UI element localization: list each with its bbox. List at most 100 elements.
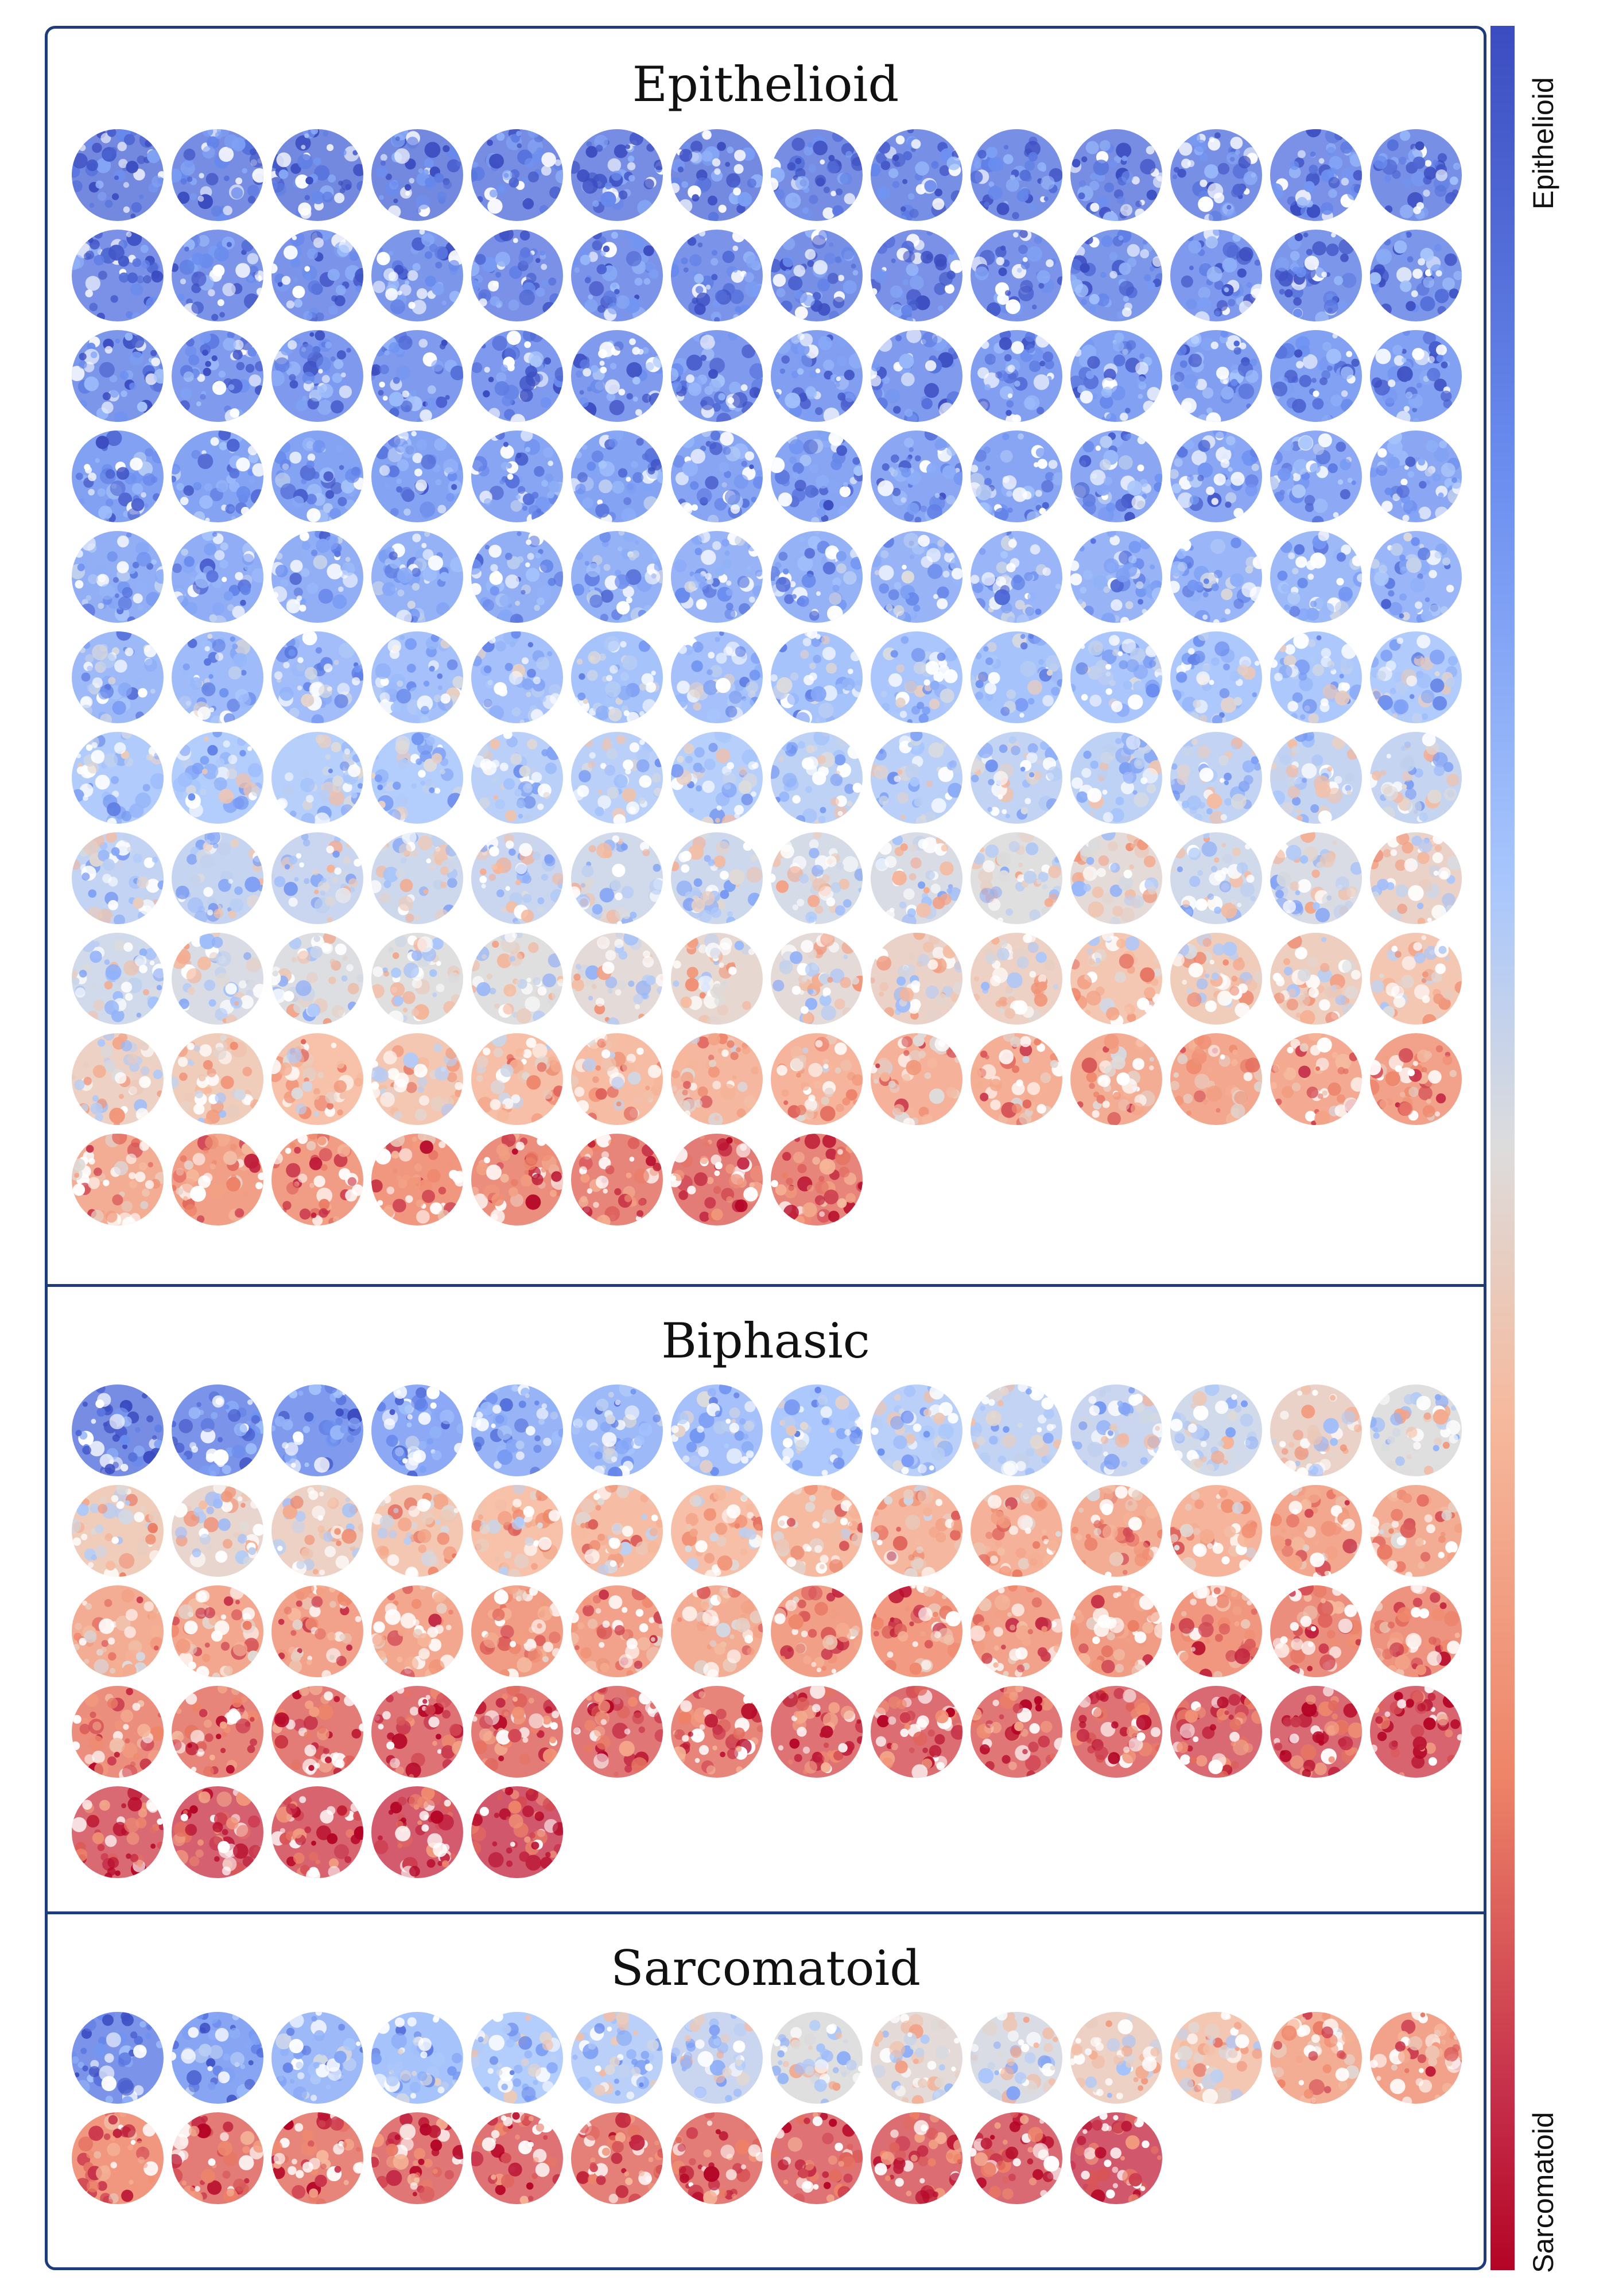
tissue-core-0-1-10 bbox=[1070, 230, 1162, 321]
tissue-core-2-0-3 bbox=[371, 2012, 463, 2104]
tissue-core-2-1-9 bbox=[971, 2112, 1062, 2204]
tissue-core-0-6-4 bbox=[471, 732, 563, 824]
tissue-core-0-7-7 bbox=[771, 832, 863, 924]
tissue-core-0-2-7 bbox=[771, 330, 863, 422]
tissue-core-0-6-10 bbox=[1070, 732, 1162, 824]
tissue-core-0-7-10 bbox=[1070, 832, 1162, 924]
tissue-core-1-0-7 bbox=[771, 1384, 863, 1476]
tissue-core-0-9-1 bbox=[172, 1033, 263, 1125]
tissue-core-fill bbox=[471, 933, 563, 1025]
tissue-core-0-1-13 bbox=[1370, 230, 1462, 321]
tissue-core-0-7-3 bbox=[371, 832, 463, 924]
tissue-core-0-1-0 bbox=[72, 230, 164, 321]
tissue-core-1-2-12 bbox=[1270, 1585, 1362, 1677]
tissue-core-2-0-0 bbox=[72, 2012, 164, 2104]
tissue-core-0-6-2 bbox=[271, 732, 363, 824]
tissue-core-1-3-5 bbox=[571, 1686, 663, 1778]
tissue-core-2-0-13 bbox=[1370, 2012, 1462, 2104]
panel-title-epithelioid: Epithelioid bbox=[632, 56, 899, 113]
tissue-core-0-7-12 bbox=[1270, 832, 1362, 924]
tissue-core-0-0-8 bbox=[871, 129, 962, 221]
tissue-core-fill bbox=[72, 1134, 164, 1225]
tissue-core-0-3-4 bbox=[471, 430, 563, 522]
tissue-core-0-8-0 bbox=[72, 933, 164, 1025]
tissue-core-0-5-3 bbox=[371, 631, 463, 723]
tissue-core-fill bbox=[671, 732, 763, 824]
tissue-core-0-8-6 bbox=[671, 933, 763, 1025]
tissue-grid-sarcomatoid bbox=[72, 2012, 1462, 2204]
tissue-core-1-2-0 bbox=[72, 1585, 164, 1677]
tissue-core-2-0-2 bbox=[271, 2012, 363, 2104]
tissue-core-0-1-1 bbox=[172, 230, 263, 321]
tissue-core-1-2-4 bbox=[471, 1585, 563, 1677]
tissue-core-1-4-0 bbox=[72, 1786, 164, 1878]
tissue-core-0-2-8 bbox=[871, 330, 962, 422]
tissue-core-1-1-13 bbox=[1370, 1485, 1462, 1577]
tissue-core-2-0-11 bbox=[1170, 2012, 1262, 2104]
tissue-core-0-4-5 bbox=[571, 531, 663, 623]
tissue-core-1-3-4 bbox=[471, 1686, 563, 1778]
tissue-core-2-0-8 bbox=[871, 2012, 962, 2104]
tissue-core-2-1-5 bbox=[571, 2112, 663, 2204]
tissue-core-0-0-6 bbox=[671, 129, 763, 221]
tissue-core-0-3-9 bbox=[971, 430, 1062, 522]
tissue-core-0-2-12 bbox=[1270, 330, 1362, 422]
tissue-core-1-3-7 bbox=[771, 1686, 863, 1778]
panel-epithelioid: Epithelioid bbox=[45, 26, 1486, 1289]
tissue-core-0-10-0 bbox=[72, 1134, 164, 1225]
tissue-core-1-3-10 bbox=[1070, 1686, 1162, 1778]
tissue-core-0-1-11 bbox=[1170, 230, 1262, 321]
tissue-core-0-3-13 bbox=[1370, 430, 1462, 522]
tissue-core-0-7-0 bbox=[72, 832, 164, 924]
tissue-core-2-1-2 bbox=[271, 2112, 363, 2204]
tissue-core-0-6-3 bbox=[371, 732, 463, 824]
tissue-core-0-10-1 bbox=[172, 1134, 263, 1225]
tissue-core-0-6-6 bbox=[671, 732, 763, 824]
tissue-core-1-2-9 bbox=[971, 1585, 1062, 1677]
tissue-core-0-8-8 bbox=[871, 933, 962, 1025]
tissue-core-1-4-1 bbox=[172, 1786, 263, 1878]
tissue-core-2-1-8 bbox=[871, 2112, 962, 2204]
tissue-core-1-0-5 bbox=[571, 1384, 663, 1476]
tissue-core-1-1-8 bbox=[871, 1485, 962, 1577]
tissue-core-2-1-1 bbox=[172, 2112, 263, 2204]
tissue-core-0-9-3 bbox=[371, 1033, 463, 1125]
tissue-core-0-2-13 bbox=[1370, 330, 1462, 422]
tissue-core-1-3-8 bbox=[871, 1686, 962, 1778]
tissue-core-0-9-10 bbox=[1070, 1033, 1162, 1125]
tissue-core-1-2-5 bbox=[571, 1585, 663, 1677]
tissue-core-0-4-13 bbox=[1370, 531, 1462, 623]
tissue-core-0-1-7 bbox=[771, 230, 863, 321]
tissue-core-0-1-12 bbox=[1270, 230, 1362, 321]
tissue-core-2-1-10 bbox=[1070, 2112, 1162, 2204]
tissue-core-0-3-10 bbox=[1070, 430, 1162, 522]
tissue-core-0-1-9 bbox=[971, 230, 1062, 321]
panel-title-biphasic: Biphasic bbox=[661, 1313, 870, 1369]
tissue-core-2-0-1 bbox=[172, 2012, 263, 2104]
tissue-core-0-8-2 bbox=[271, 933, 363, 1025]
tissue-core-1-0-4 bbox=[471, 1384, 563, 1476]
tissue-core-0-3-5 bbox=[571, 430, 663, 522]
tissue-core-fill bbox=[971, 631, 1062, 723]
tissue-core-1-0-0 bbox=[72, 1384, 164, 1476]
tissue-core-0-4-6 bbox=[671, 531, 763, 623]
tissue-core-1-2-8 bbox=[871, 1585, 962, 1677]
tissue-core-fill bbox=[671, 531, 763, 623]
tissue-core-0-0-13 bbox=[1370, 129, 1462, 221]
tissue-core-0-7-5 bbox=[571, 832, 663, 924]
tissue-core-1-1-6 bbox=[671, 1485, 763, 1577]
tissue-core-0-5-6 bbox=[671, 631, 763, 723]
tissue-core-0-5-2 bbox=[271, 631, 363, 723]
tissue-core-0-5-9 bbox=[971, 631, 1062, 723]
tissue-core-0-9-4 bbox=[471, 1033, 563, 1125]
tissue-core-1-0-8 bbox=[871, 1384, 962, 1476]
tissue-core-1-2-2 bbox=[271, 1585, 363, 1677]
tissue-core-0-5-7 bbox=[771, 631, 863, 723]
tissue-core-0-0-10 bbox=[1070, 129, 1162, 221]
tissue-core-0-1-5 bbox=[571, 230, 663, 321]
tissue-core-0-4-10 bbox=[1070, 531, 1162, 623]
tissue-core-1-4-4 bbox=[471, 1786, 563, 1878]
tissue-core-1-1-12 bbox=[1270, 1485, 1362, 1577]
tissue-core-2-0-7 bbox=[771, 2012, 863, 2104]
tissue-core-0-6-13 bbox=[1370, 732, 1462, 824]
